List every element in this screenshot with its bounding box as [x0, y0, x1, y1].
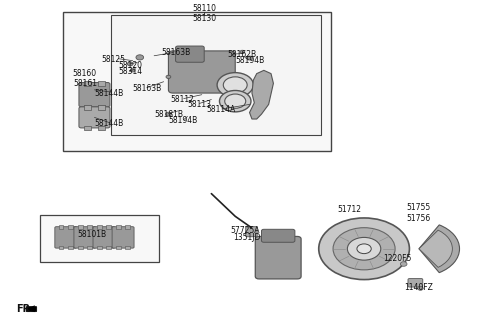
FancyBboxPatch shape [74, 227, 96, 248]
FancyBboxPatch shape [255, 236, 301, 279]
Text: 58125: 58125 [102, 54, 126, 64]
Text: 58114A: 58114A [206, 105, 236, 114]
Circle shape [348, 237, 381, 260]
FancyBboxPatch shape [79, 83, 110, 107]
Wedge shape [419, 225, 459, 273]
FancyBboxPatch shape [87, 247, 92, 249]
Text: 1351JD: 1351JD [233, 233, 261, 242]
Text: 58120: 58120 [118, 61, 142, 70]
Circle shape [166, 112, 171, 116]
Text: 58181B: 58181B [154, 110, 183, 119]
FancyBboxPatch shape [125, 247, 130, 249]
FancyBboxPatch shape [246, 227, 257, 237]
Text: 51712: 51712 [338, 205, 362, 214]
FancyBboxPatch shape [176, 46, 204, 62]
FancyBboxPatch shape [98, 81, 105, 86]
Circle shape [166, 75, 171, 78]
Text: 58194B: 58194B [168, 116, 197, 125]
Circle shape [400, 262, 407, 266]
FancyBboxPatch shape [125, 225, 130, 229]
FancyBboxPatch shape [112, 227, 134, 248]
FancyBboxPatch shape [97, 247, 102, 249]
FancyBboxPatch shape [87, 225, 92, 229]
FancyBboxPatch shape [59, 225, 63, 229]
Circle shape [127, 62, 133, 66]
FancyBboxPatch shape [98, 126, 105, 130]
FancyBboxPatch shape [78, 247, 83, 249]
Circle shape [217, 72, 253, 97]
Text: FR.: FR. [16, 304, 34, 314]
FancyBboxPatch shape [78, 225, 83, 229]
FancyBboxPatch shape [168, 51, 235, 93]
Text: 58113: 58113 [187, 100, 211, 109]
FancyBboxPatch shape [79, 107, 110, 128]
Circle shape [130, 69, 135, 72]
FancyBboxPatch shape [68, 247, 73, 249]
FancyBboxPatch shape [84, 126, 91, 130]
Text: 58162B: 58162B [228, 50, 257, 59]
FancyBboxPatch shape [111, 15, 321, 135]
FancyBboxPatch shape [262, 229, 295, 242]
Circle shape [357, 244, 371, 254]
FancyBboxPatch shape [116, 225, 120, 229]
FancyBboxPatch shape [98, 105, 105, 110]
Text: 58144B: 58144B [94, 119, 123, 128]
FancyBboxPatch shape [84, 105, 91, 109]
Circle shape [247, 56, 252, 60]
Circle shape [319, 218, 409, 279]
Circle shape [223, 77, 247, 93]
Text: 58144B: 58144B [94, 89, 123, 97]
FancyBboxPatch shape [93, 227, 115, 248]
FancyBboxPatch shape [55, 227, 77, 248]
Text: 58163B: 58163B [161, 48, 190, 57]
FancyBboxPatch shape [59, 247, 63, 249]
Circle shape [333, 228, 395, 270]
FancyBboxPatch shape [97, 225, 102, 229]
FancyBboxPatch shape [26, 306, 36, 312]
FancyBboxPatch shape [63, 12, 331, 152]
Circle shape [418, 286, 423, 290]
Text: 58314: 58314 [118, 68, 142, 76]
Text: 57725A: 57725A [230, 226, 260, 236]
FancyBboxPatch shape [107, 247, 111, 249]
FancyBboxPatch shape [68, 225, 73, 229]
FancyBboxPatch shape [84, 81, 91, 86]
Text: 58163B: 58163B [132, 84, 162, 93]
FancyBboxPatch shape [116, 247, 120, 249]
Circle shape [219, 91, 251, 112]
FancyBboxPatch shape [107, 225, 111, 229]
FancyBboxPatch shape [84, 105, 91, 110]
Text: 58101B: 58101B [77, 230, 107, 239]
FancyBboxPatch shape [98, 105, 105, 109]
Circle shape [136, 55, 144, 60]
Text: 58160
58161: 58160 58161 [73, 69, 97, 88]
Circle shape [225, 94, 246, 108]
Text: 1140FZ: 1140FZ [405, 283, 433, 292]
FancyBboxPatch shape [408, 278, 423, 287]
Circle shape [240, 50, 245, 53]
Text: 51755
51756: 51755 51756 [407, 203, 431, 223]
Text: 58112: 58112 [171, 95, 195, 104]
Text: 58110
58130: 58110 58130 [192, 4, 216, 23]
Text: 1220F5: 1220F5 [384, 254, 412, 263]
FancyBboxPatch shape [39, 215, 159, 262]
Polygon shape [250, 71, 274, 119]
Text: 58194B: 58194B [235, 56, 264, 65]
Wedge shape [419, 230, 452, 267]
